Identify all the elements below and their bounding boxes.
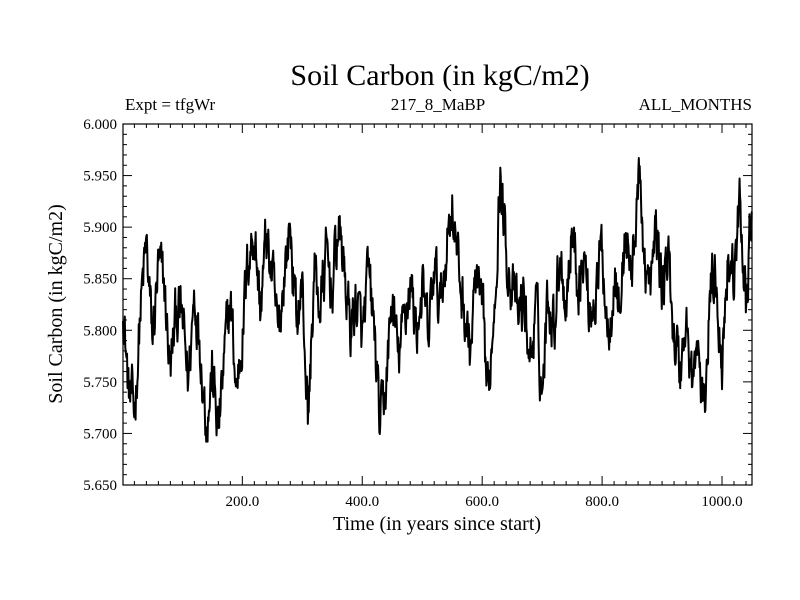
- y-tick-label: 5.700: [83, 426, 117, 442]
- y-tick-label: 5.800: [83, 323, 117, 339]
- experiment-label: Expt = tfgWr: [125, 95, 215, 114]
- y-tick-label: 5.650: [83, 478, 117, 494]
- months-label: ALL_MONTHS: [639, 95, 752, 114]
- y-tick-label: 5.950: [83, 169, 117, 185]
- x-tick-label: 400.0: [345, 494, 379, 510]
- soil-carbon-series-line: [122, 157, 753, 443]
- x-axis-label: Time (in years since start): [333, 513, 541, 535]
- y-tick-label: 5.850: [83, 272, 117, 288]
- period-label: 217_8_MaBP: [391, 95, 485, 114]
- x-tick-label: 1000.0: [701, 494, 742, 510]
- plot-frame: [122, 123, 753, 486]
- y-tick-label: 5.750: [83, 375, 117, 391]
- y-axis-label: Soil Carbon (in kgC/m2): [45, 204, 67, 403]
- y-tick-label: 5.900: [83, 220, 117, 236]
- tick-labels: 200.0 400.0 600.0 800.0 1000.0 5.650 5.700 5.75…: [83, 117, 742, 510]
- x-tick-label: 800.0: [585, 494, 619, 510]
- y-tick-label: 6.000: [83, 117, 117, 133]
- x-tick-label: 200.0: [225, 494, 259, 510]
- x-tick-label: 600.0: [465, 494, 499, 510]
- chart-title: Soil Carbon (in kgC/m2): [290, 59, 589, 92]
